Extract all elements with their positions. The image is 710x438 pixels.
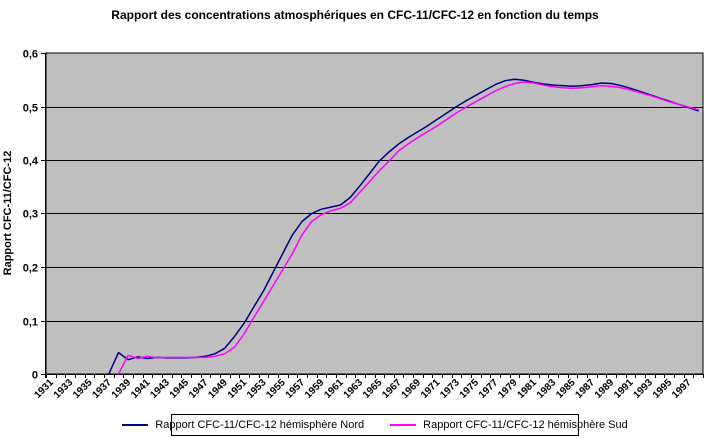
x-tick-label: 1941: [129, 377, 153, 401]
x-tick-label: 1981: [516, 377, 540, 401]
y-tick-label: 0,3: [23, 209, 38, 221]
x-tick-label: 1937: [90, 377, 114, 401]
x-tick-label: 1935: [71, 377, 95, 401]
x-tick-label: 1947: [187, 377, 211, 401]
x-tick-label: 1943: [148, 377, 172, 401]
x-tick-label: 1955: [264, 377, 288, 401]
x-tick-label: 1995: [651, 377, 675, 401]
x-tick-label: 1969: [400, 377, 424, 401]
x-tick-label: 1951: [226, 377, 250, 401]
x-tick-label: 1961: [322, 377, 346, 401]
x-tick-label: 1965: [361, 377, 385, 401]
series-line-nord: [108, 78, 699, 375]
x-tick-label: 1977: [477, 377, 501, 401]
x-tick-label: 1949: [206, 377, 230, 401]
legend-item-sud: Rapport CFC-11/CFC-12 hémisphère Sud: [390, 419, 628, 431]
x-tick-label: 1957: [284, 377, 308, 401]
x-tick-label: 1971: [419, 377, 443, 401]
series-line-sud: [117, 81, 699, 375]
x-tick-label: 1997: [670, 377, 694, 401]
y-tick-label: 0,2: [23, 263, 38, 275]
legend-label-sud: Rapport CFC-11/CFC-12 hémisphère Sud: [423, 419, 628, 431]
chart-title: Rapport des concentrations atmosphérique…: [111, 8, 599, 22]
y-tick-label: 0,4: [23, 156, 39, 168]
nord-line-swatch: [122, 424, 149, 426]
x-tick-label: 1973: [438, 377, 462, 401]
x-tick-label: 1933: [52, 377, 76, 401]
x-tick-label: 1989: [593, 377, 617, 401]
x-tick-label: 1945: [168, 377, 192, 401]
y-tick-label: 0,1: [23, 317, 38, 329]
x-tick-label: 1991: [612, 377, 636, 401]
x-tick-label: 1975: [458, 377, 482, 401]
x-tick-label: 1979: [496, 377, 520, 401]
legend-item-nord: Rapport CFC-11/CFC-12 hémisphère Nord: [122, 419, 364, 431]
x-tick-label: 1967: [380, 377, 404, 401]
y-tick-label: 0,6: [23, 49, 38, 61]
x-tick-label: 1987: [573, 377, 597, 401]
x-tick-label: 1983: [535, 377, 559, 401]
sud-line-swatch: [390, 424, 417, 426]
x-tick-label: 1963: [342, 377, 366, 401]
x-tick-label: 1939: [110, 377, 134, 401]
legend-box: Rapport CFC-11/CFC-12 hémisphère Nord Ra…: [122, 414, 628, 436]
y-tick-label: 0: [32, 370, 38, 382]
x-tick-label: 1993: [631, 377, 655, 401]
x-tick-label: 1953: [245, 377, 269, 401]
y-tick-label: 0,5: [23, 103, 38, 115]
legend-label-nord: Rapport CFC-11/CFC-12 hémisphère Nord: [155, 419, 365, 431]
x-tick-label: 1985: [554, 377, 578, 401]
x-tick-label: 1959: [303, 377, 327, 401]
